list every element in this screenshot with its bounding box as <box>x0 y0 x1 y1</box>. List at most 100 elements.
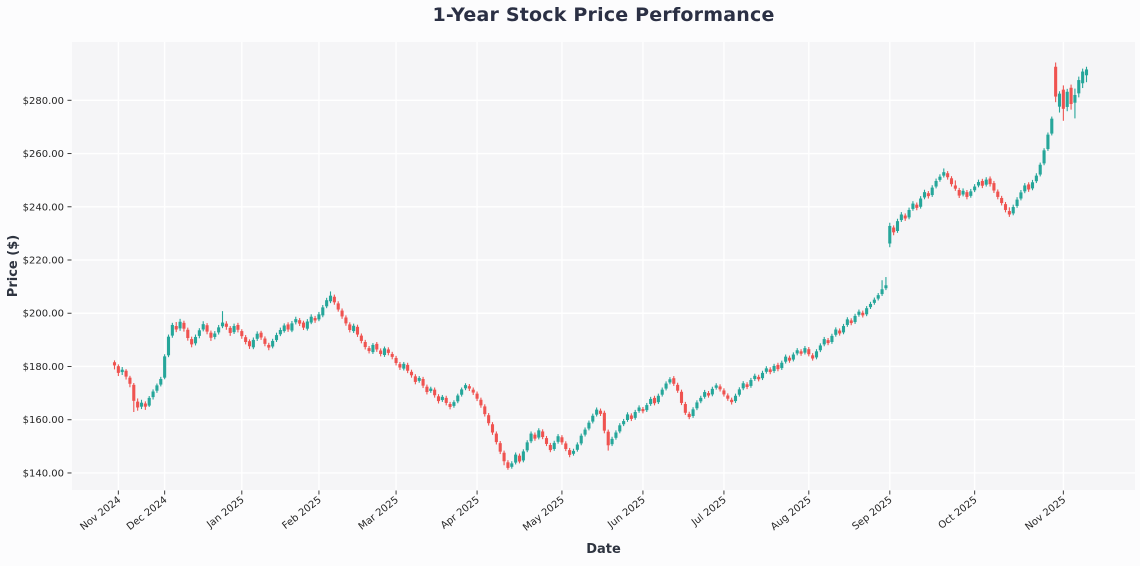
candle-body <box>417 377 421 381</box>
candle-body <box>548 445 552 451</box>
candle-body <box>182 322 186 329</box>
candle-up <box>213 331 217 340</box>
candle-up <box>220 311 225 329</box>
candle-body <box>845 319 849 325</box>
candle-up <box>884 277 888 291</box>
candle-up <box>170 322 174 338</box>
candle-body <box>456 395 460 402</box>
candle-up <box>1057 91 1062 113</box>
candle-up <box>853 313 857 324</box>
candle-down <box>787 355 792 363</box>
candle-body <box>1057 93 1062 107</box>
candle-down <box>706 390 711 398</box>
candle-down <box>136 398 140 411</box>
candle-up <box>753 373 757 381</box>
candle-down <box>544 435 549 447</box>
candle-up <box>317 311 321 322</box>
candle-body <box>413 376 417 382</box>
candle-up <box>193 334 198 346</box>
candle-down <box>409 369 414 378</box>
candle-body <box>475 393 479 399</box>
candle-body <box>703 392 707 397</box>
candle-up <box>255 331 259 341</box>
candle-body <box>436 396 441 402</box>
candle-down <box>726 393 730 401</box>
y-tick-label: $200.00 <box>23 309 64 320</box>
candle-body <box>919 198 923 207</box>
candle-down <box>236 322 240 333</box>
candle-body <box>637 407 641 411</box>
candle-body <box>151 391 155 398</box>
candle-body <box>602 412 606 431</box>
candle-body <box>197 330 201 336</box>
candle-body <box>764 368 768 372</box>
candle-down <box>602 410 606 434</box>
candle-up <box>969 188 973 198</box>
candle-body <box>811 355 815 359</box>
candle-body <box>498 443 502 452</box>
y-tick-label: $280.00 <box>23 96 64 107</box>
candle-down <box>849 318 853 326</box>
candle-body <box>224 323 228 327</box>
candle-down <box>406 362 410 374</box>
candle-body <box>973 186 977 191</box>
candle-body <box>514 454 518 463</box>
candle-down <box>957 187 961 198</box>
candle-down <box>112 360 117 370</box>
candle-body <box>1084 69 1089 76</box>
candle-body <box>699 397 703 402</box>
candle-body <box>1046 134 1050 150</box>
candle-down <box>722 388 726 397</box>
candle-body <box>865 308 869 315</box>
candle-up <box>714 383 718 390</box>
candle-body <box>174 326 178 330</box>
candle-down <box>359 333 363 344</box>
candle-up <box>845 317 849 327</box>
candle-body <box>718 386 722 390</box>
candle-body <box>521 451 525 461</box>
candle-body <box>190 339 194 345</box>
candle-down <box>672 376 676 386</box>
x-tick-label: Nov 2024 <box>78 495 123 533</box>
candle-up <box>741 381 745 391</box>
candle-up <box>803 345 807 355</box>
candle-body <box>957 190 961 196</box>
candle-body <box>776 364 780 370</box>
candle-down <box>444 395 448 406</box>
candle-body <box>328 295 333 302</box>
candle-up <box>352 323 356 333</box>
candle-body <box>861 312 865 316</box>
candle-body <box>282 325 286 332</box>
candle-body <box>448 404 452 407</box>
candle-body <box>363 341 367 348</box>
candle-up <box>382 346 387 357</box>
candle-body <box>834 329 838 335</box>
candle-body <box>946 173 950 178</box>
candle-body <box>143 403 147 407</box>
candle-body <box>402 363 406 369</box>
candle-body <box>267 344 271 348</box>
candle-down <box>390 351 394 360</box>
candle-up <box>155 383 159 393</box>
candle-body <box>980 180 984 186</box>
candle-down <box>903 213 907 221</box>
candle-up <box>456 393 460 404</box>
candle-body <box>622 421 626 425</box>
candle-down <box>421 376 425 389</box>
candle-body <box>965 192 969 197</box>
candle-down <box>826 338 830 346</box>
candle-body <box>205 325 209 332</box>
candle-up <box>737 387 741 397</box>
candle-down <box>498 441 502 455</box>
candle-up <box>795 348 799 356</box>
x-tick-label: May 2025 <box>521 495 567 534</box>
candle-down <box>838 328 842 336</box>
candle-down <box>425 384 429 395</box>
candle-up <box>591 413 595 424</box>
candle-body <box>120 369 124 373</box>
candle-down <box>363 339 367 350</box>
candle-body <box>556 436 560 442</box>
candle-body <box>136 401 140 408</box>
candle-body <box>506 462 510 468</box>
